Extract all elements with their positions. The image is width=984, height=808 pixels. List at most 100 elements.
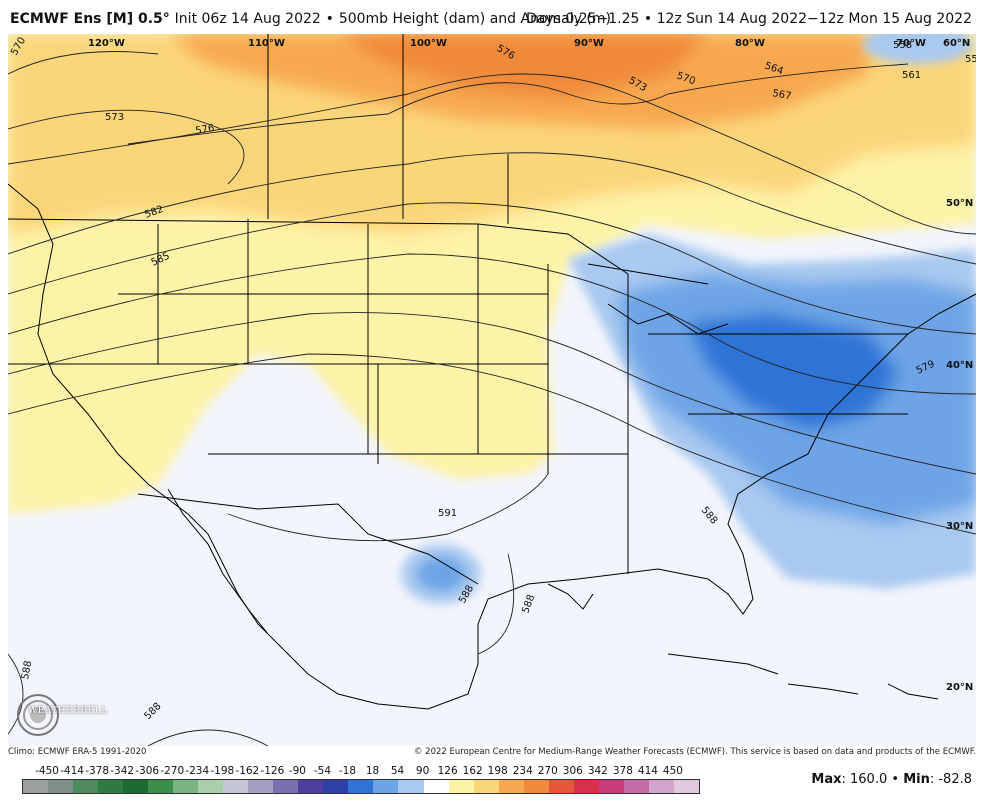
scale-swatch <box>673 780 699 793</box>
model-name: ECMWF Ens [M] 0.5 <box>10 11 163 27</box>
scale-label: 234 <box>512 765 533 777</box>
scale-label: 54 <box>390 765 405 777</box>
scale-label: -450 <box>35 765 59 777</box>
scale-label: -162 <box>235 765 260 777</box>
lat-label: 30°N <box>946 521 973 532</box>
negative-anomaly-strong <box>688 314 898 429</box>
lat-label: 20°N <box>946 682 973 693</box>
longitude-labels: 120°W 110°W 100°W 90°W 80°W 70°W 60°N <box>88 38 970 49</box>
copyright-note: © 2022 European Centre for Medium-Range … <box>413 747 976 757</box>
contour-label: 55 <box>965 54 976 65</box>
scale-label: 162 <box>462 765 483 777</box>
scale-swatch <box>623 780 649 793</box>
height-contours <box>8 51 976 746</box>
climo-note: Climo: ECMWF ERA-5 1991-2020 <box>8 747 147 757</box>
political-borders <box>8 34 908 585</box>
scale-swatch <box>323 780 349 793</box>
min-value: -82.8 <box>938 772 972 787</box>
scale-label: 126 <box>437 765 458 777</box>
lat-label: 40°N <box>946 360 973 371</box>
contour-label: 591 <box>438 508 457 519</box>
scale-label: -198 <box>210 765 235 777</box>
scale-swatch <box>648 780 674 793</box>
contour-label: 561 <box>902 70 921 81</box>
product-name: 500mb Height (dam) and Anomaly (m) <box>338 11 611 27</box>
scale-label: -342 <box>110 765 135 777</box>
scale-swatch <box>373 780 399 793</box>
scale-label: -378 <box>85 765 110 777</box>
scale-labels: -450 -414 -378 -342 -306 -270 -234 -198 -162 -126… <box>18 765 702 777</box>
scale-swatch <box>598 780 624 793</box>
scale-label: -54 <box>313 765 332 777</box>
scale-label: -306 <box>135 765 160 777</box>
scale-label: -234 <box>185 765 210 777</box>
scale-swatch <box>348 780 374 793</box>
scale-swatch <box>198 780 224 793</box>
forecast-days: Days 0.25−1.25 <box>525 11 640 27</box>
scale-swatch <box>73 780 99 793</box>
contour-label: 567 <box>771 88 792 102</box>
lon-label: 90°W <box>574 38 604 49</box>
max-min-stats: Max: 160.0 • Min: -82.8 <box>811 772 972 787</box>
scale-swatch <box>248 780 274 793</box>
max-value: 160.0 <box>850 772 888 787</box>
scale-label: 18 <box>365 765 380 777</box>
scale-swatch <box>398 780 424 793</box>
map-canvas: 120°W 110°W 100°W 90°W 80°W 70°W 60°N 50… <box>8 34 976 746</box>
contour-label: 558 <box>893 40 912 51</box>
color-scale: -450 -414 -378 -342 -306 -270 -234 -198 -162 -126… <box>18 765 702 795</box>
lon-label: 100°W <box>410 38 447 49</box>
init-time: Init 06z 14 Aug 2022 <box>174 11 321 27</box>
positive-anomaly-max <box>338 34 708 99</box>
scale-label: 342 <box>587 765 608 777</box>
logo-text: WEATHERBELL <box>28 706 108 716</box>
scale-swatch <box>423 780 449 793</box>
latitude-labels: 50°N 40°N 30°N 20°N <box>946 198 973 693</box>
scale-label: 90 <box>415 765 430 777</box>
max-label: Max <box>811 772 842 787</box>
scale-label: 450 <box>662 765 683 777</box>
corner-anomaly <box>863 34 973 64</box>
scale-label: -414 <box>60 765 84 777</box>
contour-label: 588 <box>20 660 34 681</box>
valid-time: Days 0.25−1.25 • 12z Sun 14 Aug 2022−12z… <box>525 11 972 27</box>
scale-label: -18 <box>338 765 357 777</box>
scale-swatch <box>473 780 499 793</box>
weatherbell-logo: WEATHERBELL <box>14 692 107 738</box>
scale-label: 198 <box>487 765 508 777</box>
scale-swatch <box>23 780 49 793</box>
scale-swatch <box>223 780 249 793</box>
contour-label: 573 <box>105 112 124 123</box>
lon-label: 110°W <box>248 38 285 49</box>
contour-label: 576 <box>195 123 216 137</box>
scale-swatch <box>498 780 524 793</box>
scale-swatch <box>548 780 574 793</box>
scale-label: 414 <box>637 765 658 777</box>
chart-title: ECMWF Ens [M] 0.5° Init 06z 14 Aug 2022 … <box>10 11 611 27</box>
lon-label: 60°N <box>943 38 970 49</box>
scale-label: -126 <box>260 765 285 777</box>
scale-swatch <box>148 780 174 793</box>
scale-swatch <box>448 780 474 793</box>
scale-swatch <box>523 780 549 793</box>
scale-label: 270 <box>537 765 558 777</box>
scale-swatch <box>48 780 74 793</box>
map-header: ECMWF Ens [M] 0.5° Init 06z 14 Aug 2022 … <box>0 0 984 34</box>
scale-swatch <box>173 780 199 793</box>
lat-label: 50°N <box>946 198 973 209</box>
scale-bar <box>22 779 700 794</box>
scale-swatch <box>273 780 299 793</box>
scale-swatch <box>98 780 124 793</box>
scale-label: 306 <box>562 765 583 777</box>
lon-label: 120°W <box>88 38 125 49</box>
weather-map[interactable]: 120°W 110°W 100°W 90°W 80°W 70°W 60°N 50… <box>8 34 976 746</box>
scale-label: -90 <box>288 765 306 777</box>
lon-label: 70°W <box>896 38 926 49</box>
gulf-anomaly-inner <box>417 557 465 591</box>
scale-swatch <box>573 780 599 793</box>
scale-swatch <box>298 780 324 793</box>
lon-label: 80°W <box>735 38 765 49</box>
min-label: Min <box>903 772 930 787</box>
valid-period: 12z Sun 14 Aug 2022−12z Mon 15 Aug 2022 <box>656 11 972 27</box>
scale-label: -270 <box>160 765 185 777</box>
